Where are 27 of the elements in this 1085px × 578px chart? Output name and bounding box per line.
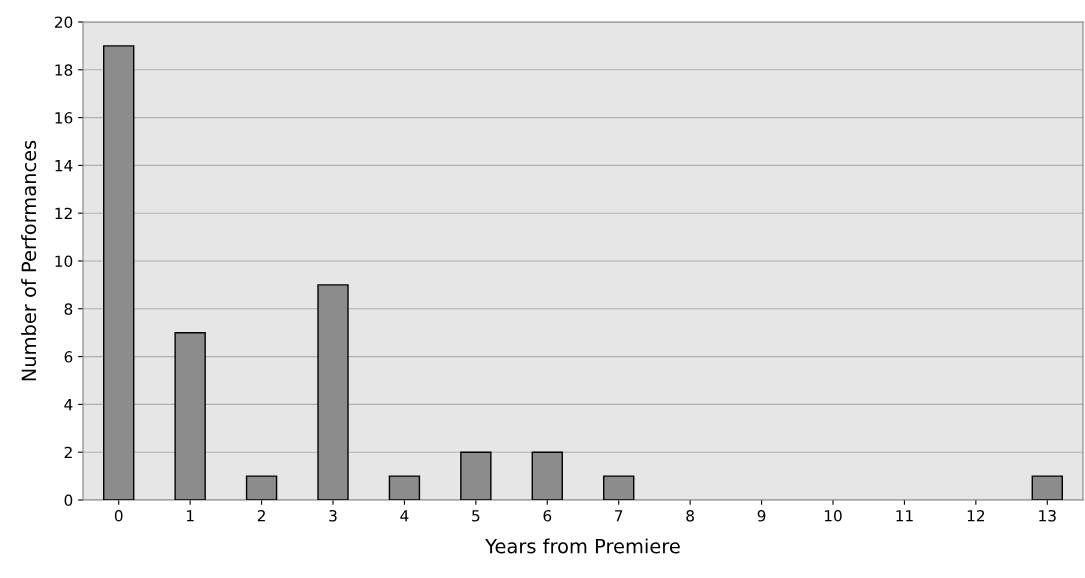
x-tick-label: 3 xyxy=(329,509,337,522)
x-tick-label: 10 xyxy=(824,509,842,522)
y-tick-label: 12 xyxy=(55,207,72,219)
x-tick-label: 4 xyxy=(400,510,409,522)
x-tick-label: 1 xyxy=(186,510,194,522)
x-tick-label: 11 xyxy=(896,510,913,522)
y-tick-label: 2 xyxy=(64,446,72,458)
x-tick-label: 5 xyxy=(472,510,480,522)
x-tick-label: 12 xyxy=(967,509,985,522)
y-tick-label: 18 xyxy=(55,64,73,76)
y-tick-label: 14 xyxy=(55,160,73,172)
x-tick-label: 7 xyxy=(615,510,623,522)
x-tick-label: 8 xyxy=(686,509,694,522)
x-tick-label: 13 xyxy=(1039,509,1056,522)
y-tick-label: 16 xyxy=(55,112,73,124)
x-tick-label: 2 xyxy=(257,509,265,522)
y-tick-label: 4 xyxy=(64,399,73,411)
y-tick-label: 20 xyxy=(54,16,73,29)
x-tick-label: 9 xyxy=(757,509,766,522)
y-tick-label: 6 xyxy=(64,351,73,363)
x-tick-label: 6 xyxy=(543,509,552,522)
y-axis-title: Number of Performances xyxy=(21,140,37,381)
x-tick-label: 0 xyxy=(114,509,123,522)
y-tick-label: 10 xyxy=(55,255,73,268)
y-tick-label: 8 xyxy=(64,303,73,315)
y-tick-label: 0 xyxy=(64,494,73,507)
x-axis-title: Years from Premiere xyxy=(485,538,680,554)
